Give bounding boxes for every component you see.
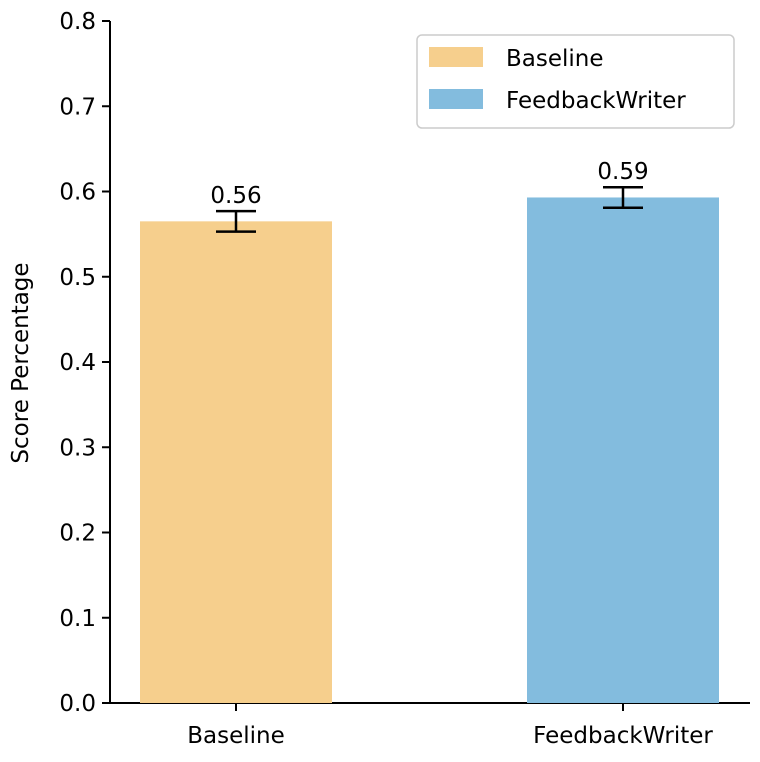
y-tick-label: 0.1 xyxy=(59,606,96,632)
y-tick-label: 0.5 xyxy=(59,265,96,291)
legend-swatch xyxy=(429,47,483,67)
legend-frame xyxy=(416,34,735,129)
legend-swatch xyxy=(429,89,483,109)
x-tick-label: FeedbackWriter xyxy=(533,723,713,749)
y-tick-label: 0.4 xyxy=(59,350,96,376)
bars xyxy=(140,185,719,703)
x-tick-label: Baseline xyxy=(187,723,285,749)
data-label: 0.56 xyxy=(210,183,261,209)
data-label: 0.59 xyxy=(597,159,648,185)
y-axis: 0.0 0.1 0.2 0.3 0.4 0.5 0.6 0.7 0.8 xyxy=(59,9,111,717)
y-tick-label: 0.2 xyxy=(59,521,96,547)
legend-label: FeedbackWriter xyxy=(506,88,686,114)
y-tick-label: 0.3 xyxy=(59,435,96,461)
legend-label: Baseline xyxy=(506,46,604,72)
bar-feedbackwriter xyxy=(527,197,719,703)
y-axis-title: Score Percentage xyxy=(8,262,34,463)
y-tick-label: 0.0 xyxy=(59,691,96,717)
legend: Baseline FeedbackWriter xyxy=(416,34,735,129)
data-labels: 0.56 0.59 xyxy=(210,159,648,209)
bar-baseline xyxy=(140,221,332,703)
x-axis: Baseline FeedbackWriter xyxy=(110,702,750,749)
y-tick-label: 0.6 xyxy=(59,180,96,206)
y-tick-label: 0.8 xyxy=(59,9,96,35)
y-tick-label: 0.7 xyxy=(59,94,96,120)
